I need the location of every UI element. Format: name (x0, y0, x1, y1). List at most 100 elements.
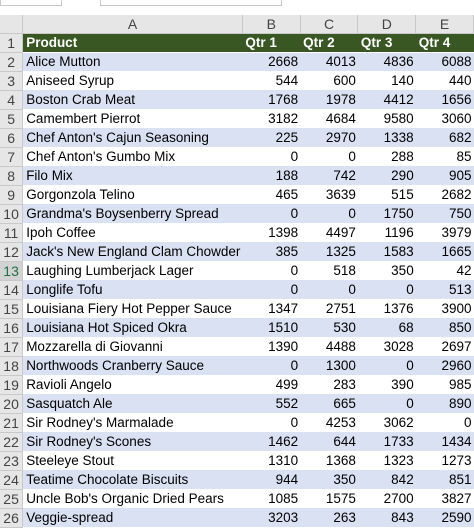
quarter-value-cell[interactable]: 350 (357, 261, 416, 281)
header-cell[interactable]: Qtr 4 (415, 33, 474, 53)
row-header[interactable]: 17 (0, 337, 24, 357)
row-header[interactable]: 18 (0, 356, 24, 376)
quarter-value-cell[interactable]: 0 (357, 356, 416, 376)
quarter-value-cell[interactable]: 225 (242, 128, 301, 148)
row-header[interactable]: 20 (0, 394, 24, 414)
row-header[interactable]: 25 (0, 489, 24, 509)
quarter-value-cell[interactable]: 1656 (415, 90, 474, 110)
row-header[interactable]: 13 (0, 261, 24, 281)
quarter-value-cell[interactable]: 2751 (300, 299, 358, 319)
row-header[interactable]: 3 (0, 71, 24, 91)
product-cell[interactable]: Teatime Chocolate Biscuits (22, 470, 243, 490)
quarter-value-cell[interactable]: 0 (300, 204, 358, 224)
quarter-value-cell[interactable]: 1338 (357, 128, 416, 148)
quarter-value-cell[interactable]: 4013 (300, 52, 358, 72)
quarter-value-cell[interactable]: 188 (242, 166, 301, 186)
quarter-value-cell[interactable]: 0 (242, 280, 301, 300)
quarter-value-cell[interactable]: 1768 (242, 90, 301, 110)
quarter-value-cell[interactable]: 1325 (300, 242, 358, 262)
name-box-edge[interactable] (0, 0, 62, 6)
quarter-value-cell[interactable]: 3203 (242, 508, 301, 528)
quarter-value-cell[interactable]: 1750 (357, 204, 416, 224)
quarter-value-cell[interactable]: 3900 (415, 299, 474, 319)
product-cell[interactable]: Longlife Tofu (22, 280, 243, 300)
product-cell[interactable]: Camembert Pierrot (22, 109, 243, 129)
quarter-value-cell[interactable]: 4253 (300, 413, 358, 433)
quarter-value-cell[interactable]: 42 (415, 261, 474, 281)
product-cell[interactable]: Louisiana Fiery Hot Pepper Sauce (22, 299, 243, 319)
product-cell[interactable]: Sasquatch Ale (22, 394, 243, 414)
product-cell[interactable]: Gorgonzola Telino (22, 185, 243, 205)
quarter-value-cell[interactable]: 518 (300, 261, 358, 281)
quarter-value-cell[interactable]: 140 (357, 71, 416, 91)
quarter-value-cell[interactable]: 682 (415, 128, 474, 148)
quarter-value-cell[interactable]: 0 (300, 147, 358, 167)
product-cell[interactable]: Mozzarella di Giovanni (22, 337, 243, 357)
quarter-value-cell[interactable]: 0 (357, 280, 416, 300)
quarter-value-cell[interactable]: 465 (242, 185, 301, 205)
quarter-value-cell[interactable]: 1434 (415, 432, 474, 452)
quarter-value-cell[interactable]: 3060 (415, 109, 474, 129)
quarter-value-cell[interactable]: 2960 (415, 356, 474, 376)
quarter-value-cell[interactable]: 3827 (415, 489, 474, 509)
quarter-value-cell[interactable]: 0 (242, 147, 301, 167)
row-header[interactable]: 12 (0, 242, 24, 262)
product-cell[interactable]: Uncle Bob's Organic Dried Pears (22, 489, 243, 509)
quarter-value-cell[interactable]: 2970 (300, 128, 358, 148)
quarter-value-cell[interactable]: 0 (242, 261, 301, 281)
quarter-value-cell[interactable]: 851 (415, 470, 474, 490)
row-header[interactable]: 21 (0, 413, 24, 433)
product-cell[interactable]: Sir Rodney's Marmalade (22, 413, 243, 433)
quarter-value-cell[interactable]: 440 (415, 71, 474, 91)
row-header[interactable]: 2 (0, 52, 24, 72)
column-header[interactable]: C (300, 15, 359, 34)
quarter-value-cell[interactable]: 842 (357, 470, 416, 490)
quarter-value-cell[interactable]: 1398 (242, 223, 301, 243)
header-cell[interactable]: Qtr 3 (357, 33, 416, 53)
quarter-value-cell[interactable]: 944 (242, 470, 301, 490)
quarter-value-cell[interactable]: 1665 (415, 242, 474, 262)
quarter-value-cell[interactable]: 350 (300, 470, 358, 490)
product-cell[interactable]: Grandma's Boysenberry Spread (22, 204, 243, 224)
column-header[interactable]: A (22, 15, 243, 34)
quarter-value-cell[interactable]: 499 (242, 375, 301, 395)
quarter-value-cell[interactable]: 2682 (415, 185, 474, 205)
quarter-value-cell[interactable]: 4412 (357, 90, 416, 110)
quarter-value-cell[interactable]: 750 (415, 204, 474, 224)
row-header[interactable]: 6 (0, 128, 24, 148)
quarter-value-cell[interactable]: 644 (300, 432, 358, 452)
quarter-value-cell[interactable]: 263 (300, 508, 358, 528)
quarter-value-cell[interactable]: 1347 (242, 299, 301, 319)
product-cell[interactable]: Northwoods Cranberry Sauce (22, 356, 243, 376)
quarter-value-cell[interactable]: 3979 (415, 223, 474, 243)
quarter-value-cell[interactable]: 530 (300, 318, 358, 338)
formula-input-edge[interactable] (100, 0, 282, 6)
quarter-value-cell[interactable]: 600 (300, 71, 358, 91)
quarter-value-cell[interactable]: 3639 (300, 185, 358, 205)
quarter-value-cell[interactable]: 742 (300, 166, 358, 186)
quarter-value-cell[interactable]: 1300 (300, 356, 358, 376)
product-cell[interactable]: Aniseed Syrup (22, 71, 243, 91)
product-cell[interactable]: Ravioli Angelo (22, 375, 243, 395)
quarter-value-cell[interactable]: 85 (415, 147, 474, 167)
product-cell[interactable]: Filo Mix (22, 166, 243, 186)
column-header[interactable]: E (415, 15, 474, 34)
quarter-value-cell[interactable]: 1085 (242, 489, 301, 509)
row-header[interactable]: 16 (0, 318, 24, 338)
quarter-value-cell[interactable]: 1376 (357, 299, 416, 319)
quarter-value-cell[interactable]: 0 (242, 413, 301, 433)
quarter-value-cell[interactable]: 1310 (242, 451, 301, 471)
quarter-value-cell[interactable]: 1368 (300, 451, 358, 471)
product-cell[interactable]: Boston Crab Meat (22, 90, 243, 110)
select-all-corner[interactable] (0, 15, 24, 34)
header-cell[interactable]: Product (22, 33, 243, 53)
quarter-value-cell[interactable]: 2700 (357, 489, 416, 509)
product-cell[interactable]: Sir Rodney's Scones (22, 432, 243, 452)
column-header[interactable]: B (242, 15, 301, 34)
product-cell[interactable]: Chef Anton's Gumbo Mix (22, 147, 243, 167)
product-cell[interactable]: Chef Anton's Cajun Seasoning (22, 128, 243, 148)
quarter-value-cell[interactable]: 665 (300, 394, 358, 414)
product-cell[interactable]: Alice Mutton (22, 52, 243, 72)
product-cell[interactable]: Louisiana Hot Spiced Okra (22, 318, 243, 338)
quarter-value-cell[interactable]: 513 (415, 280, 474, 300)
